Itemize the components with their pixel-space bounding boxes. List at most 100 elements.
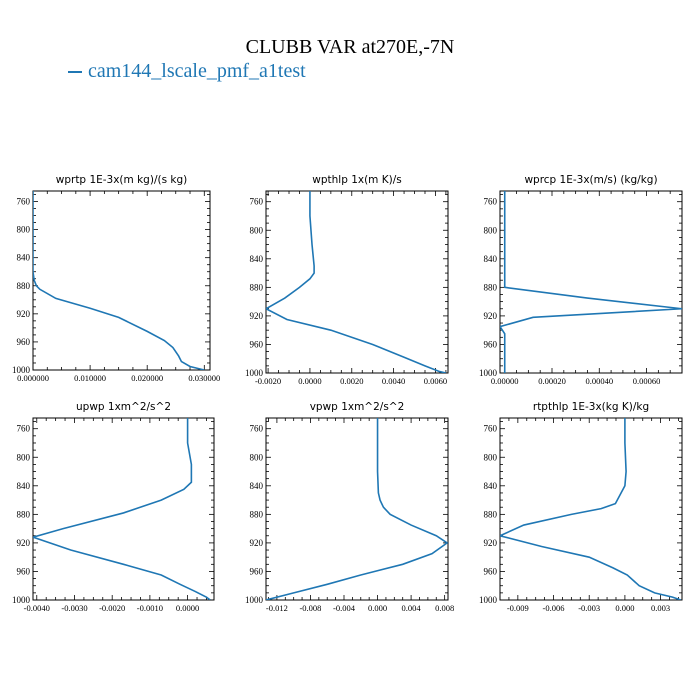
y-tick-label: 960: [484, 339, 498, 349]
y-tick-label: 840: [484, 481, 498, 491]
y-tick-label: 960: [250, 566, 264, 576]
x-tick-label: 0.00020: [538, 376, 566, 386]
y-tick-label: 800: [250, 225, 264, 235]
y-tick-label: 880: [484, 509, 498, 519]
x-tick-label: 0.0000: [298, 376, 321, 386]
y-tick-label: 920: [250, 538, 264, 548]
panel-title: upwp 1xm^2/s^2: [76, 401, 171, 413]
y-tick-label: 760: [484, 424, 498, 434]
y-tick-label: 920: [17, 538, 31, 548]
y-tick-label: 960: [484, 566, 498, 576]
x-tick-label: -0.0010: [137, 603, 163, 613]
x-tick-label: 0.0060: [424, 376, 447, 386]
panel-title: rtpthlp 1E-3x(kg K)/kg: [533, 401, 649, 413]
y-tick-label: 920: [484, 311, 498, 321]
y-tick-label: 800: [484, 225, 498, 235]
legend-line-marker: [68, 71, 82, 74]
panel-title: wpthlp 1x(m K)/s: [312, 174, 402, 186]
y-tick-label: 840: [17, 253, 31, 263]
profile-line: [266, 191, 447, 373]
x-tick-label: -0.003: [578, 603, 600, 613]
y-tick-label: 760: [484, 197, 498, 207]
y-tick-label: 880: [17, 509, 31, 519]
y-tick-label: 800: [17, 225, 31, 235]
axes-frame: [499, 417, 683, 601]
y-tick-label: 840: [250, 481, 264, 491]
x-tick-label: 0.0040: [382, 376, 405, 386]
y-tick-label: 880: [250, 509, 264, 519]
x-tick-label: 0.008: [435, 603, 454, 613]
y-tick-label: 1000: [12, 595, 31, 605]
profile-line: [33, 191, 205, 370]
profile-line: [500, 191, 682, 373]
y-tick-label: 760: [250, 424, 264, 434]
x-tick-label: -0.012: [266, 603, 288, 613]
y-tick-label: 920: [250, 311, 264, 321]
y-tick-label: 960: [17, 337, 31, 347]
x-tick-label: 0.00000: [491, 376, 519, 386]
y-tick-label: 880: [250, 282, 264, 292]
y-tick-label: 760: [17, 197, 31, 207]
y-tick-label: 1000: [479, 595, 498, 605]
y-tick-label: 960: [17, 566, 31, 576]
x-tick-label: 0.010000: [74, 373, 106, 383]
profile-line: [33, 418, 211, 600]
x-tick-label: -0.0030: [61, 603, 87, 613]
profile-line: [500, 418, 682, 600]
x-tick-label: -0.008: [299, 603, 321, 613]
y-tick-label: 920: [484, 538, 498, 548]
x-tick-label: 0.00060: [633, 376, 661, 386]
x-tick-label: 0.000: [368, 603, 387, 613]
panel-title: vpwp 1xm^2/s^2: [310, 401, 405, 413]
chart-panel-4: upwp 1xm^2/s^27608008408809209601000-0.0…: [12, 401, 215, 613]
chart-panel-2: wpthlp 1x(m K)/s 760 800 840 880 920 960 1000-0…: [245, 174, 449, 386]
x-tick-label: -0.009: [507, 603, 529, 613]
y-tick-label: 800: [250, 452, 264, 462]
x-tick-label: 0.030000: [188, 373, 220, 383]
y-tick-label: 880: [484, 282, 498, 292]
y-tick-label: 840: [250, 254, 264, 264]
y-tick-label: 880: [17, 281, 31, 291]
x-tick-label: -0.006: [543, 603, 565, 613]
x-tick-label: -0.004: [333, 603, 356, 613]
chart-panel-1: wprtp 1E-3x(m kg)/(s kg) 760 800 840 880 920 9…: [12, 174, 220, 383]
x-tick-label: 0.020000: [131, 373, 163, 383]
x-tick-label: 0.00040: [585, 376, 613, 386]
x-tick-label: -0.0040: [24, 603, 50, 613]
y-tick-label: 800: [17, 452, 31, 462]
chart-panel-3: wprcp 1E-3x(m/s) (kg/kg) 760 800 840 880 920 9…: [479, 174, 683, 386]
x-tick-label: 0.0000: [176, 603, 199, 613]
x-tick-label: -0.0020: [99, 603, 125, 613]
x-tick-label: 0.0020: [340, 376, 363, 386]
y-tick-label: 760: [17, 424, 31, 434]
y-tick-label: 840: [484, 254, 498, 264]
x-tick-label: 0.000000: [17, 373, 49, 383]
x-tick-label: 0.004: [402, 603, 422, 613]
y-tick-label: 1000: [479, 368, 498, 378]
axes-frame: [32, 417, 215, 601]
chart-panel-5: vpwp 1xm^2/s^27608008408809209601000-0.0…: [245, 401, 454, 613]
axes-frame: [265, 190, 449, 374]
y-tick-label: 1000: [12, 365, 31, 375]
legend-label: cam144_lscale_pmf_a1test: [88, 60, 306, 82]
y-tick-label: 1000: [245, 595, 264, 605]
axes-frame: [265, 417, 449, 601]
y-tick-label: 760: [250, 197, 264, 207]
x-tick-label: 0.000: [615, 603, 634, 613]
panel-title: wprcp 1E-3x(m/s) (kg/kg): [524, 174, 657, 186]
y-tick-label: 800: [484, 452, 498, 462]
axes-frame: [32, 190, 211, 371]
panel-title: wprtp 1E-3x(m kg)/(s kg): [56, 174, 187, 186]
y-tick-label: 840: [17, 481, 31, 491]
chart-panel-6: rtpthlp 1E-3x(kg K)/kg 760 800 840 880 920 960…: [479, 401, 683, 613]
axes-frame: [499, 190, 683, 374]
legend: cam144_lscale_pmf_a1test: [68, 60, 306, 83]
y-tick-label: 920: [17, 309, 31, 319]
y-tick-label: 1000: [245, 368, 264, 378]
x-tick-label: 0.003: [651, 603, 670, 613]
profile-line: [266, 418, 448, 600]
y-tick-label: 960: [250, 339, 264, 349]
x-tick-label: -0.0020: [255, 376, 281, 386]
figure-title: CLUBB VAR at270E,-7N: [245, 36, 455, 58]
